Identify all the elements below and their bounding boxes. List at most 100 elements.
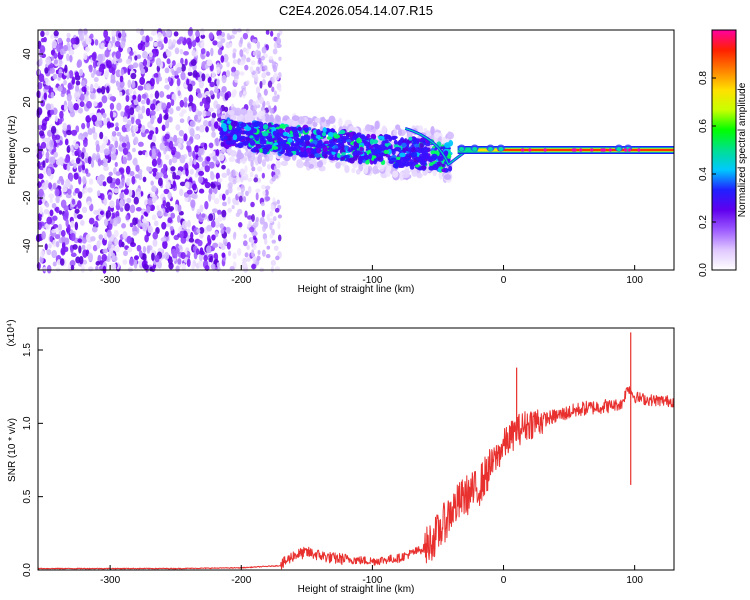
spectrogram-noise-speck bbox=[117, 32, 122, 39]
spectrogram-band-halo bbox=[296, 159, 303, 167]
spectrogram-noise-speck bbox=[217, 177, 223, 183]
spectrogram-noise-speck bbox=[210, 172, 215, 181]
spectrogram-noise-speck bbox=[157, 40, 163, 48]
spectrogram-noise-speck bbox=[170, 212, 176, 219]
spectrogram-noise-speck bbox=[262, 190, 266, 196]
spectrogram-x-ticks: -300 -200 -100 0 100 bbox=[100, 265, 643, 286]
spectrogram-noise-speck bbox=[149, 193, 156, 198]
spectrogram-noise-speck bbox=[242, 47, 247, 53]
spectrogram-noise-speck bbox=[199, 232, 204, 239]
spectrogram-noise-speck bbox=[242, 257, 248, 263]
spectrogram-noise-speck bbox=[132, 62, 139, 69]
spectrogram-noise-speck bbox=[115, 80, 120, 87]
spectrogram-noise-speck bbox=[76, 98, 81, 106]
spectrogram-noise-speck bbox=[252, 38, 257, 44]
spectrogram-noise-speck bbox=[215, 159, 219, 165]
spectrogram-noise-speck bbox=[97, 158, 102, 167]
spectrogram-noise-speck bbox=[127, 67, 131, 76]
spectrogram-noise-speck bbox=[38, 130, 45, 137]
spectrogram-band-speck bbox=[253, 121, 260, 127]
snr-plot-background bbox=[38, 328, 674, 570]
spectrogram-noise-speck bbox=[212, 40, 218, 46]
spectrogram-noise-speck bbox=[253, 177, 259, 183]
spectrogram-noise-speck bbox=[269, 107, 274, 114]
spectrogram-band-speck bbox=[380, 146, 388, 151]
spectrogram-band-speck bbox=[260, 144, 267, 148]
spectrogram-noise-speck bbox=[183, 101, 188, 108]
spectrogram-noise-speck bbox=[210, 117, 215, 126]
spectrogram-noise-speck bbox=[95, 261, 101, 266]
spectrogram-noise-speck bbox=[205, 111, 211, 117]
spectrogram-noise-speck bbox=[69, 110, 76, 118]
spectrogram-noise-speck bbox=[277, 214, 283, 219]
spectrogram-noise-speck bbox=[208, 188, 213, 195]
spectrogram-noise-speck bbox=[208, 193, 212, 202]
spectrogram-noise-speck bbox=[237, 222, 243, 228]
spectrogram-noise-speck bbox=[189, 120, 196, 128]
spectrogram-noise-speck bbox=[210, 183, 216, 189]
spectrogram-noise-speck bbox=[134, 55, 138, 61]
spectrogram-band-speck bbox=[423, 146, 428, 153]
spectrogram-noise-speck bbox=[159, 91, 165, 98]
spectrogram-band-speck bbox=[370, 133, 377, 140]
spectrogram-noise-speck bbox=[146, 58, 151, 68]
spectrogram-band-halo bbox=[269, 114, 274, 125]
spectrogram-noise-speck bbox=[43, 36, 47, 43]
spectrogram-noise-speck bbox=[44, 67, 49, 74]
spectrogram-noise-speck bbox=[178, 137, 183, 144]
spectrogram-noise-speck bbox=[44, 77, 49, 83]
spectrogram-noise-speck bbox=[119, 199, 124, 208]
spectrogram-noise-speck bbox=[156, 64, 161, 73]
spectrogram-noise-speck bbox=[55, 206, 60, 214]
spectrogram-noise-speck bbox=[53, 151, 59, 158]
spectrogram-noise-speck bbox=[174, 251, 178, 259]
spectrogram-noise-speck bbox=[134, 174, 140, 179]
spectrogram-band-speck bbox=[431, 153, 438, 160]
snr-x-ticks: -300 -200 -100 0 100 bbox=[100, 565, 643, 586]
spectrogram-y-ticks: -40 -20 0 20 40 bbox=[22, 48, 43, 253]
snr-x-tick-label: -300 bbox=[100, 575, 120, 586]
spectrogram-noise-speck bbox=[252, 232, 257, 237]
spectrogram-noise-speck bbox=[220, 147, 227, 154]
spectrogram-noise-speck bbox=[191, 263, 195, 271]
spectrogram-noise-speck bbox=[129, 170, 135, 177]
spectrogram-noise-speck bbox=[88, 64, 93, 73]
spectrogram-noise-speck bbox=[143, 211, 148, 216]
spectrogram-noise-speck bbox=[82, 259, 88, 265]
spectrogram-band-speck bbox=[298, 139, 304, 143]
spectrogram-noise-speck bbox=[174, 47, 180, 55]
snr-x-tick-label: 0 bbox=[501, 575, 507, 586]
spectrogram-noise-speck bbox=[157, 31, 163, 39]
spectrogram-noise-speck bbox=[192, 70, 198, 78]
spectrogram-noise-speck bbox=[255, 192, 259, 201]
spectrogram-noise-speck bbox=[211, 208, 218, 213]
spectrogram-noise-speck bbox=[115, 122, 119, 127]
spectrogram-noise-speck bbox=[186, 189, 193, 195]
spectrogram-noise-speck bbox=[107, 42, 112, 51]
spectrogram-noise-speck bbox=[162, 240, 168, 249]
spectrogram-noise-speck bbox=[122, 231, 128, 240]
spectrogram-noise-speck bbox=[76, 214, 83, 220]
spectrogram-noise-speck bbox=[40, 99, 45, 107]
spectrogram-band-speck bbox=[418, 157, 425, 163]
spectrogram-band-speck bbox=[234, 127, 238, 134]
spectrogram-noise-speck bbox=[88, 266, 94, 272]
spectrogram-band-halo bbox=[430, 126, 435, 136]
spectrogram-band-speck bbox=[427, 155, 431, 160]
spectrogram-noise-speck bbox=[261, 159, 267, 167]
snr-x-tick-label: 100 bbox=[626, 575, 643, 586]
spectrogram-band-speck bbox=[396, 156, 401, 161]
spectrogram-noise-speck bbox=[66, 129, 72, 136]
spectrogram-noise-speck bbox=[99, 131, 104, 140]
spectrogram-noise-speck bbox=[42, 160, 46, 168]
spectrogram-band-speck bbox=[387, 148, 392, 155]
spectrogram-noise-speck bbox=[56, 259, 62, 266]
spectrogram-band-speck bbox=[339, 129, 346, 135]
spectrogram-noise-speck bbox=[137, 141, 144, 147]
spectrogram-noise-speck bbox=[216, 262, 220, 268]
spectrogram-noise-speck bbox=[180, 57, 184, 65]
spectrogram-noise-speck bbox=[49, 198, 53, 204]
spectrogram-noise-speck bbox=[272, 48, 278, 55]
spectrogram-noise-speck bbox=[60, 104, 65, 111]
spectrogram-band-speck bbox=[303, 127, 309, 131]
